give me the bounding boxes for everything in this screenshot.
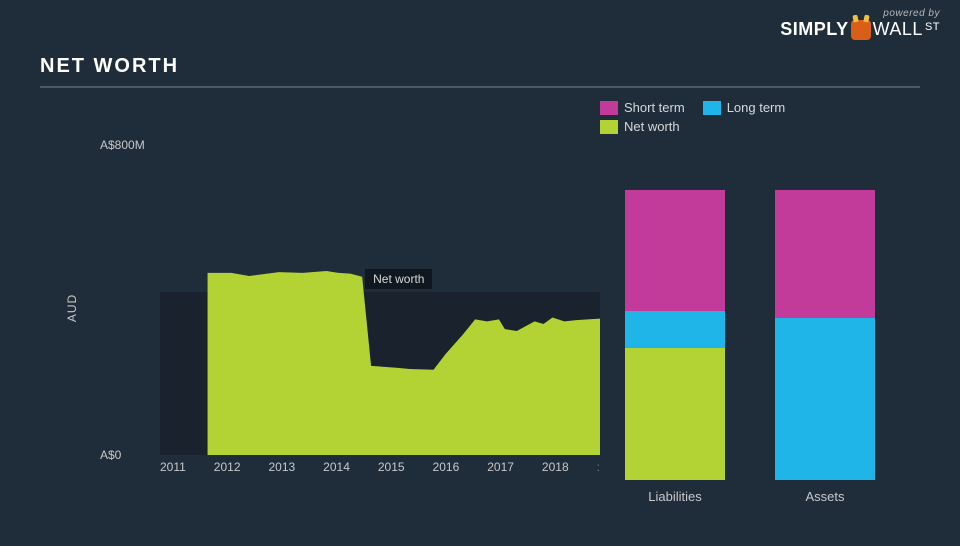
brand-name: SIMPLY WALL ST xyxy=(780,19,940,40)
bar-segment-short_term xyxy=(775,190,875,318)
x-tick: 2018 xyxy=(542,460,569,480)
stacked-bar-chart: Short term Long term Net worth Liabilities… xyxy=(600,100,920,516)
legend: Short term Long term Net worth xyxy=(600,100,870,134)
legend-label: Short term xyxy=(624,100,685,115)
x-tick: 2015 xyxy=(378,460,405,480)
brand-text-right: WALL xyxy=(873,19,923,40)
charts-container: AUD A$800M A$0 Net worth 2011 2012 2013 201… xyxy=(40,100,920,516)
y-tick-top: A$800M xyxy=(100,138,145,152)
x-tick: 2012 xyxy=(214,460,241,480)
legend-swatch xyxy=(600,120,618,134)
bar-label: Liabilities xyxy=(625,489,725,504)
x-tick: 2017 xyxy=(487,460,514,480)
x-tick: 2016 xyxy=(433,460,460,480)
legend-item: Net worth xyxy=(600,119,680,134)
legend-swatch xyxy=(703,101,721,115)
legend-item: Short term xyxy=(600,100,685,115)
stacked-bar xyxy=(775,190,875,480)
area-plot: Net worth xyxy=(160,145,600,455)
bull-icon xyxy=(851,20,871,40)
x-tick: 2014 xyxy=(323,460,350,480)
legend-label: Net worth xyxy=(624,119,680,134)
x-tick: 2013 xyxy=(268,460,295,480)
bar-axis-labels: Liabilities Assets xyxy=(600,489,900,504)
brand-text-left: SIMPLY xyxy=(780,19,848,40)
chart-tooltip: Net worth xyxy=(365,269,432,289)
y-axis-label: AUD xyxy=(65,294,79,322)
page-title: NET WORTH xyxy=(40,55,920,88)
bars-container xyxy=(600,170,900,480)
area-series-svg xyxy=(160,145,600,455)
x-axis-ticks: 20112012201320142015201620172018: xyxy=(160,460,600,480)
x-tick: 2011 xyxy=(160,460,186,480)
bar-segment-long_term xyxy=(775,318,875,480)
stacked-bar xyxy=(625,190,725,480)
area-chart: AUD A$800M A$0 Net worth 2011 2012 2013 201… xyxy=(40,100,600,516)
powered-by-label: powered by xyxy=(780,8,940,19)
bar-label: Assets xyxy=(775,489,875,504)
tooltip-text: Net worth xyxy=(373,272,424,286)
title-section: NET WORTH xyxy=(40,55,920,88)
legend-label: Long term xyxy=(727,100,786,115)
brand-text-suffix: ST xyxy=(925,21,940,33)
bar-segment-short_term xyxy=(625,190,725,311)
bar-segment-long_term xyxy=(625,311,725,349)
legend-swatch xyxy=(600,101,618,115)
legend-item: Long term xyxy=(703,100,786,115)
area-fill xyxy=(208,271,600,455)
bar-segment-net_worth xyxy=(625,348,725,480)
y-tick-bottom: A$0 xyxy=(100,448,121,462)
brand-logo: powered by SIMPLY WALL ST xyxy=(780,8,940,40)
